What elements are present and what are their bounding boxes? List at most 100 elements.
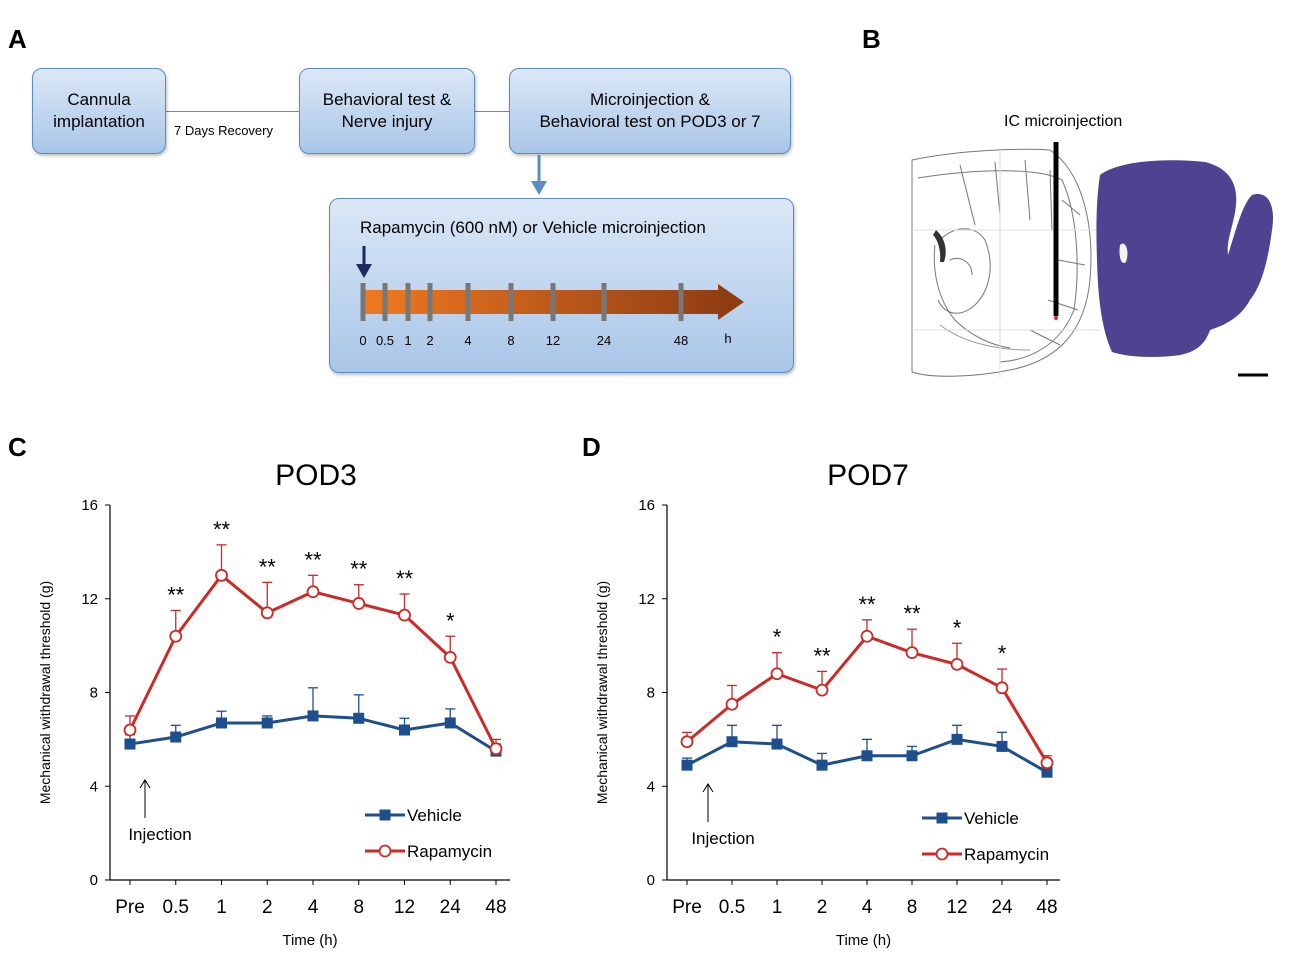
x-tick-label: Pre xyxy=(115,897,145,918)
significance-marker: ** xyxy=(396,566,414,591)
vehicle-point xyxy=(771,738,783,750)
chart-title: POD7 xyxy=(827,459,909,492)
chart-title: POD3 xyxy=(275,459,357,492)
rapamycin-point xyxy=(398,608,411,622)
y-tick-label: 0 xyxy=(647,872,655,889)
behavioral-test-box: Behavioral test & Nerve injury xyxy=(299,68,475,154)
vehicle-point xyxy=(861,750,873,762)
injection-site-marker xyxy=(1054,316,1058,320)
panel-label-c: C xyxy=(8,432,27,462)
timeline-tick-label: 4 xyxy=(464,333,471,348)
x-tick-label: 48 xyxy=(1036,897,1057,918)
vehicle-point xyxy=(444,717,456,729)
significance-marker: ** xyxy=(304,547,322,572)
significance-marker: ** xyxy=(903,601,921,626)
vehicle-point xyxy=(906,750,918,762)
x-tick-label: 2 xyxy=(262,897,273,918)
rapamycin-point xyxy=(352,597,366,610)
panel-label-d: D xyxy=(582,432,601,462)
y-tick-label: 12 xyxy=(638,591,655,608)
rapamycin-point xyxy=(1040,756,1054,770)
rapamycin-point xyxy=(215,568,228,582)
significance-marker: * xyxy=(998,641,1007,666)
timeline-tick xyxy=(550,283,556,321)
protocol-title: Rapamycin (600 nM) or Vehicle microinjec… xyxy=(360,218,706,237)
legend-rapamycin-marker xyxy=(935,847,949,861)
vehicle-point xyxy=(726,736,738,748)
timeline-tick xyxy=(601,283,607,321)
timeline-unit-label: h xyxy=(724,331,731,346)
x-tick-label: 24 xyxy=(991,897,1013,918)
vehicle-point xyxy=(261,717,273,729)
significance-marker: ** xyxy=(813,643,831,668)
injection-annotation: Injection xyxy=(128,825,191,844)
cannula-implantation-box: Cannula implantation xyxy=(32,68,166,154)
injection-annotation: Injection xyxy=(691,829,754,848)
significance-marker: ** xyxy=(858,592,876,617)
x-tick-label: 4 xyxy=(308,897,319,918)
timeline-tick-label: 12 xyxy=(546,333,560,348)
timeline-tick xyxy=(508,283,514,321)
ventricle-shape xyxy=(933,230,946,262)
legend-rapamycin-label: Rapamycin xyxy=(407,842,492,861)
vehicle-point xyxy=(816,759,828,771)
y-axis-label: Mechanical withdrawal threshold (g) xyxy=(594,581,610,804)
rapamycin-point xyxy=(860,629,874,643)
x-tick-label: 8 xyxy=(353,897,364,918)
brain-atlas-schematic xyxy=(911,148,1100,378)
rapamycin-point xyxy=(770,667,784,681)
x-tick-label: 0.5 xyxy=(719,897,745,918)
vehicle-point xyxy=(124,738,136,750)
legend-rapamycin-label: Rapamycin xyxy=(964,845,1049,864)
vehicle-point xyxy=(681,759,693,771)
rapamycin-point xyxy=(306,585,320,599)
vehicle-point xyxy=(353,712,365,724)
ic-microinjection-label: IC microinjection xyxy=(1004,113,1122,130)
significance-marker: ** xyxy=(350,557,368,582)
timeline-tick-label: 48 xyxy=(674,333,688,348)
vehicle-point xyxy=(996,740,1008,752)
x-tick-label: 4 xyxy=(862,897,873,918)
significance-marker: ** xyxy=(167,582,185,607)
x-tick-label: 1 xyxy=(772,897,783,918)
x-tick-label: 0.5 xyxy=(163,897,189,918)
rapamycin-point xyxy=(680,735,694,749)
rapamycin-point xyxy=(725,697,739,711)
nissl-stained-section xyxy=(1096,160,1274,357)
timeline-tick-label: 24 xyxy=(597,333,611,348)
x-tick-label: 24 xyxy=(440,897,462,918)
x-tick-label: 8 xyxy=(907,897,918,918)
connector-line xyxy=(165,111,300,112)
legend-vehicle-label: Vehicle xyxy=(407,806,462,825)
significance-marker: ** xyxy=(213,517,231,542)
vehicle-point xyxy=(307,710,319,722)
timeline-tick-label: 2 xyxy=(426,333,433,348)
x-tick-label: 1 xyxy=(216,897,227,918)
vehicle-point xyxy=(951,733,963,745)
x-tick-label: 12 xyxy=(394,897,415,918)
section-highlight xyxy=(1119,243,1128,264)
rapamycin-point xyxy=(123,723,137,737)
injection-arrow-head xyxy=(139,779,151,789)
timeline-tick-label: 1 xyxy=(404,333,411,348)
y-tick-label: 16 xyxy=(81,497,98,514)
timeline-tick xyxy=(678,283,684,321)
panel-label-b: B xyxy=(862,24,881,54)
legend-rapamycin-marker xyxy=(378,844,392,858)
y-tick-label: 8 xyxy=(90,685,98,702)
rapamycin-point xyxy=(489,742,503,756)
x-tick-label: 12 xyxy=(946,897,967,918)
rapamycin-point xyxy=(815,683,829,697)
rapamycin-point xyxy=(995,681,1009,695)
y-tick-label: 4 xyxy=(647,778,655,795)
timeline-tick xyxy=(360,283,366,321)
legend-vehicle-marker xyxy=(379,809,391,821)
timeline-tick-label: 0.5 xyxy=(376,333,394,348)
injection-down-arrow-head xyxy=(356,264,372,278)
x-axis-label: Time (h) xyxy=(836,932,891,949)
timeline-tick xyxy=(465,283,471,321)
rapamycin-point xyxy=(443,650,457,664)
y-tick-label: 16 xyxy=(638,497,655,514)
